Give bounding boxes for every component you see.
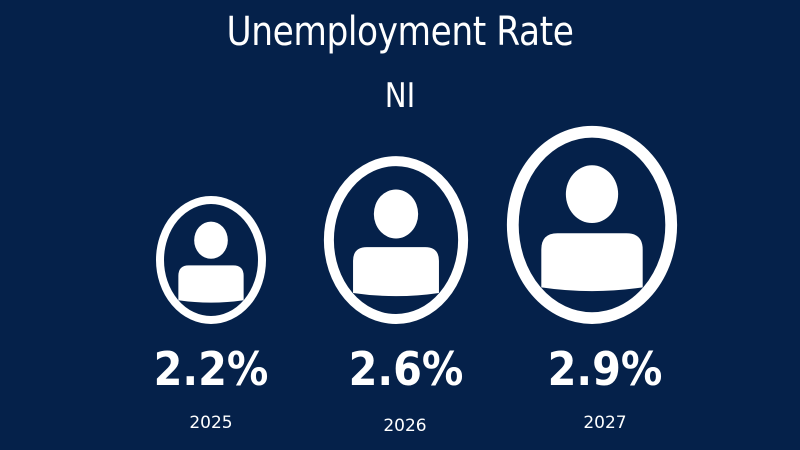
- year-label-2027: 2027: [583, 413, 627, 433]
- value-label-2025: 2.2%: [153, 342, 269, 396]
- person-body: [353, 247, 439, 297]
- chart-title: Unemployment Rate: [226, 9, 574, 55]
- value-label-2027: 2.9%: [547, 342, 663, 396]
- person-head: [373, 189, 419, 239]
- year-label-2026: 2026: [383, 416, 427, 436]
- person-head: [194, 221, 228, 259]
- value-label-2026: 2.6%: [348, 342, 464, 396]
- person-body: [178, 265, 244, 303]
- chart-subtitle: NI: [384, 76, 416, 116]
- person-icon: [506, 125, 678, 324]
- person-body: [541, 233, 643, 292]
- person-icon: [156, 196, 266, 324]
- person-head: [565, 165, 619, 224]
- person-icon: [323, 156, 469, 324]
- year-label-2025: 2025: [189, 413, 233, 433]
